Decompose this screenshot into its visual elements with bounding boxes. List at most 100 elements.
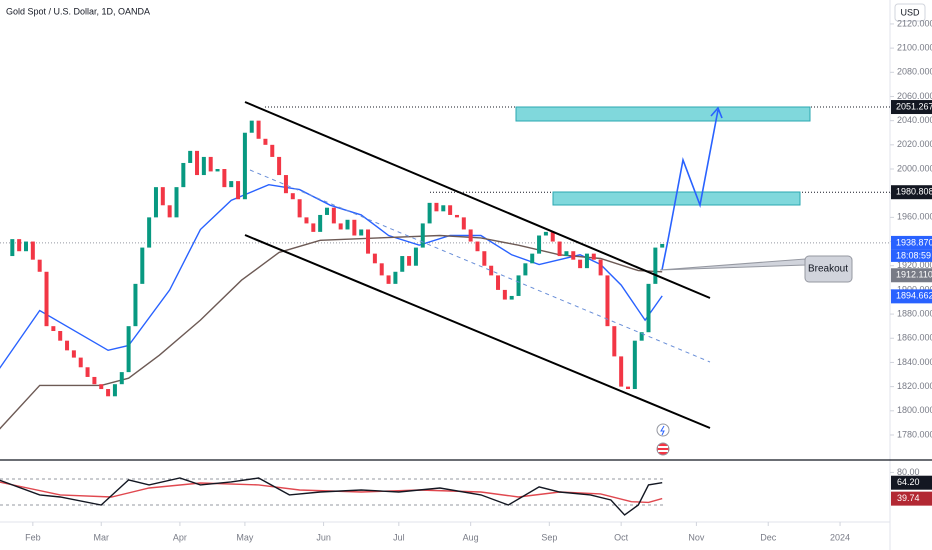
- candle: [242, 132, 247, 200]
- flag-stripe: [658, 446, 668, 448]
- candle: [181, 162, 186, 188]
- price-label: 1894.662: [896, 291, 932, 301]
- price-label: 1938.870: [896, 237, 932, 247]
- channel-lower: [244, 234, 711, 429]
- candle: [311, 223, 316, 232]
- y-tick-label: 1900.000: [897, 284, 932, 294]
- candle: [584, 253, 589, 269]
- projection-arrow: [661, 109, 719, 271]
- y-tick-label: 1800.000: [897, 405, 932, 415]
- event-icon[interactable]: [656, 423, 670, 437]
- y-tick-label: 1860.000: [897, 333, 932, 343]
- candle: [598, 259, 603, 276]
- y-tick-label: 2060.000: [897, 91, 932, 101]
- candle: [523, 263, 528, 276]
- callout-text: Breakout: [808, 264, 848, 275]
- currency[interactable]: USD: [900, 7, 920, 17]
- price-label-box: [891, 100, 932, 115]
- y-tick-label: 2100.000: [897, 42, 932, 52]
- price-label-box: [891, 268, 932, 283]
- candle: [331, 207, 336, 224]
- candle: [270, 144, 275, 157]
- candle: [153, 187, 158, 218]
- candle: [475, 241, 480, 252]
- candle: [557, 241, 562, 257]
- candle: [318, 214, 323, 232]
- candle: [208, 156, 213, 172]
- x-tick-label: Nov: [688, 532, 705, 542]
- candle: [140, 247, 145, 284]
- rsi-tick-label: 80.00: [897, 467, 920, 477]
- y-tick-label: 2120.000: [897, 18, 932, 28]
- candle: [215, 169, 220, 172]
- candle: [263, 138, 268, 145]
- candle: [30, 241, 35, 260]
- rsi-label-box: [891, 475, 932, 490]
- x-tick-label: Mar: [93, 532, 109, 542]
- candle: [37, 259, 42, 272]
- target-zone: [515, 106, 811, 122]
- candle: [23, 241, 28, 252]
- candle: [71, 350, 76, 358]
- candle: [468, 229, 473, 242]
- candle: [653, 247, 658, 284]
- candle: [58, 331, 63, 341]
- y-tick-label: 1780.000: [897, 429, 932, 439]
- y-tick-label: 2080.000: [897, 67, 932, 77]
- y-tick-label: 2020.000: [897, 139, 932, 149]
- y-tick-label: 1920.000: [897, 260, 932, 270]
- candle: [571, 251, 576, 260]
- candle: [201, 156, 206, 176]
- currency-button[interactable]: [894, 3, 926, 22]
- candle: [283, 175, 288, 194]
- moving-average: [0, 183, 663, 369]
- candle: [372, 253, 377, 264]
- candle: [338, 223, 343, 230]
- price-label: 1912.110: [896, 270, 932, 280]
- candle: [441, 205, 446, 212]
- candle: [345, 219, 350, 230]
- candle: [632, 340, 637, 390]
- candle: [591, 253, 596, 260]
- candle: [297, 199, 302, 218]
- candle: [160, 187, 165, 206]
- candle: [509, 295, 514, 300]
- candle: [619, 356, 624, 387]
- event-icon-glyph: [660, 425, 665, 436]
- candle: [502, 289, 507, 300]
- candle: [386, 275, 391, 284]
- candle: [461, 217, 466, 230]
- candle: [516, 275, 521, 296]
- countdown-box: [891, 249, 932, 262]
- candle: [119, 372, 124, 385]
- candle: [646, 283, 651, 333]
- candle: [407, 256, 412, 266]
- candle: [195, 150, 200, 176]
- candle: [448, 205, 453, 215]
- candle: [78, 357, 83, 368]
- candle: [434, 202, 439, 212]
- marks: [0, 106, 890, 516]
- candle: [277, 156, 282, 176]
- candle: [51, 326, 56, 332]
- rsi-label: 39.74: [897, 493, 920, 503]
- y-tick-label: 2040.000: [897, 115, 932, 125]
- country-icon[interactable]: [656, 442, 670, 456]
- candle: [537, 235, 542, 254]
- candle: [17, 239, 22, 252]
- x-tick-label: Oct: [614, 532, 629, 542]
- y-tick-label: 1880.000: [897, 308, 932, 318]
- rsi-label-box: [891, 491, 932, 506]
- candle: [605, 275, 610, 327]
- callout-box: [804, 255, 853, 283]
- candle: [393, 271, 398, 284]
- channel-upper: [244, 101, 711, 299]
- candle: [188, 150, 193, 163]
- candle: [496, 275, 501, 290]
- candle: [112, 384, 117, 397]
- candle: [427, 202, 432, 224]
- y-tick-label: 1820.000: [897, 381, 932, 391]
- candle: [126, 326, 131, 373]
